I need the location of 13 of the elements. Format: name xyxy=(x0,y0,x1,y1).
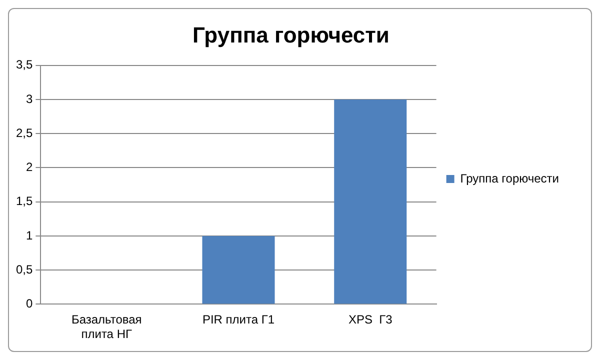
y-tick-label: 0 xyxy=(26,296,33,311)
y-tick-label: 2 xyxy=(26,160,33,174)
y-tick-label: 2,5 xyxy=(16,126,33,140)
x-tick-label: XPS Г3 xyxy=(348,312,393,327)
x-tick-label: Базальтовая плита НГ xyxy=(71,312,142,342)
y-tick-label: 3 xyxy=(26,92,33,106)
chart-title: Группа горючести xyxy=(192,22,390,48)
x-tick-label: PIR плита Г1 xyxy=(202,312,275,327)
y-tick-label: 1,5 xyxy=(16,194,33,208)
y-tick-label: 0,5 xyxy=(16,262,33,276)
y-tick-label: 3,5 xyxy=(16,58,33,72)
y-tick-label: 1 xyxy=(26,228,33,242)
legend-label: Группа горючести xyxy=(460,171,560,186)
